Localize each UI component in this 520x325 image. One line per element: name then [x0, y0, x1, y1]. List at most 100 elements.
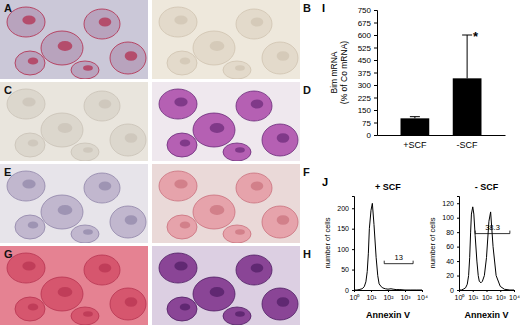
- tick: 10³: [496, 290, 507, 301]
- image-background: [0, 0, 148, 79]
- micrograph: [0, 82, 148, 161]
- cell: [7, 7, 45, 37]
- nucleus: [251, 18, 264, 27]
- figure: ABCDEFGHI075150225300375450525600675750+…: [0, 0, 520, 325]
- bar: [453, 78, 482, 135]
- tick-label: 0: [450, 287, 454, 294]
- nucleus: [99, 264, 112, 273]
- tick-mark: [352, 229, 354, 230]
- tick-mark: [405, 290, 406, 292]
- cell: [84, 255, 120, 285]
- tick-label: 120: [442, 200, 454, 207]
- tick-label: 200: [337, 205, 349, 212]
- panel-label: B: [303, 2, 311, 14]
- panel-label: I: [322, 2, 325, 14]
- cell: [193, 113, 235, 147]
- tick-mark: [371, 290, 372, 292]
- panel-label: A: [4, 2, 12, 14]
- nucleus: [210, 41, 225, 51]
- nucleus: [58, 205, 73, 215]
- tick-label: 750: [358, 6, 372, 15]
- histogram-line: [459, 207, 514, 290]
- tick-label: 10⁰: [350, 294, 361, 301]
- nucleus: [125, 51, 138, 61]
- nucleus: [22, 98, 35, 107]
- nucleus: [174, 262, 187, 271]
- tick-mark: [352, 208, 354, 209]
- nucleus: [180, 221, 191, 228]
- micrograph: [152, 246, 300, 325]
- tick-mark: [374, 135, 377, 136]
- tick-label: 80: [446, 229, 454, 236]
- cell: [7, 89, 45, 119]
- nucleus: [235, 65, 245, 70]
- tick-label: 10⁰: [455, 294, 466, 301]
- image-background: [0, 164, 148, 243]
- nucleus: [235, 147, 245, 152]
- axis-line: [355, 291, 423, 293]
- tick-label: 10¹: [366, 294, 377, 301]
- tick-mark: [374, 123, 377, 124]
- cell: [84, 173, 120, 203]
- nucleus: [83, 147, 93, 152]
- cell: [167, 51, 197, 75]
- cell: [84, 91, 120, 121]
- tick-label: -SCF: [457, 140, 478, 150]
- axis-line: [457, 197, 460, 291]
- cell: [71, 61, 99, 79]
- nucleus: [22, 16, 35, 25]
- cell: [41, 277, 83, 311]
- tick-label: +SCF: [403, 140, 427, 150]
- cell: [84, 9, 120, 39]
- axis-line: [374, 11, 378, 136]
- nucleus: [174, 16, 187, 25]
- tick-label: 60: [446, 243, 454, 250]
- tick: 0: [345, 287, 354, 294]
- nucleus: [99, 100, 112, 109]
- cell: [167, 215, 197, 239]
- nucleus: [180, 57, 191, 64]
- nucleus: [125, 297, 138, 307]
- cell: [15, 51, 45, 75]
- cell: [167, 297, 197, 321]
- tick-label: 150: [337, 225, 349, 232]
- cell: [223, 143, 251, 161]
- tick: 10⁴: [417, 290, 428, 301]
- tick-mark: [487, 290, 488, 292]
- cell: [41, 113, 83, 147]
- nucleus: [28, 221, 39, 228]
- cell: [223, 61, 251, 79]
- plot-area: [459, 207, 514, 290]
- cell: [236, 173, 272, 203]
- cell: [159, 253, 197, 283]
- error-cap: [462, 35, 472, 36]
- tick: 10⁴: [509, 290, 520, 301]
- bar: [401, 118, 430, 135]
- nucleus: [235, 229, 245, 234]
- chart-title: - SCF: [475, 182, 499, 192]
- tick-label: 150: [358, 106, 372, 115]
- tick: 750: [358, 6, 377, 15]
- tick: 60: [446, 243, 459, 250]
- tick: 50: [341, 266, 354, 273]
- tick-mark: [457, 261, 459, 262]
- nucleus: [277, 215, 290, 225]
- nucleus: [83, 311, 93, 316]
- tick: 10²: [482, 290, 493, 301]
- nucleus: [83, 65, 93, 70]
- tick-mark: [374, 35, 377, 36]
- tick-label: 225: [358, 94, 372, 103]
- y-axis-title: number of cells: [428, 217, 437, 268]
- x-axis-title: Annexin V: [366, 310, 410, 320]
- cell: [193, 31, 235, 65]
- cell: [193, 195, 235, 229]
- tick-mark: [352, 290, 354, 291]
- nucleus: [251, 100, 264, 109]
- micrograph: [0, 0, 148, 79]
- tick-label: 50: [341, 266, 349, 273]
- cell: [15, 215, 45, 239]
- tick-mark: [374, 60, 377, 61]
- tick-mark: [457, 276, 459, 277]
- error-cap: [410, 116, 420, 117]
- nucleus: [277, 133, 290, 143]
